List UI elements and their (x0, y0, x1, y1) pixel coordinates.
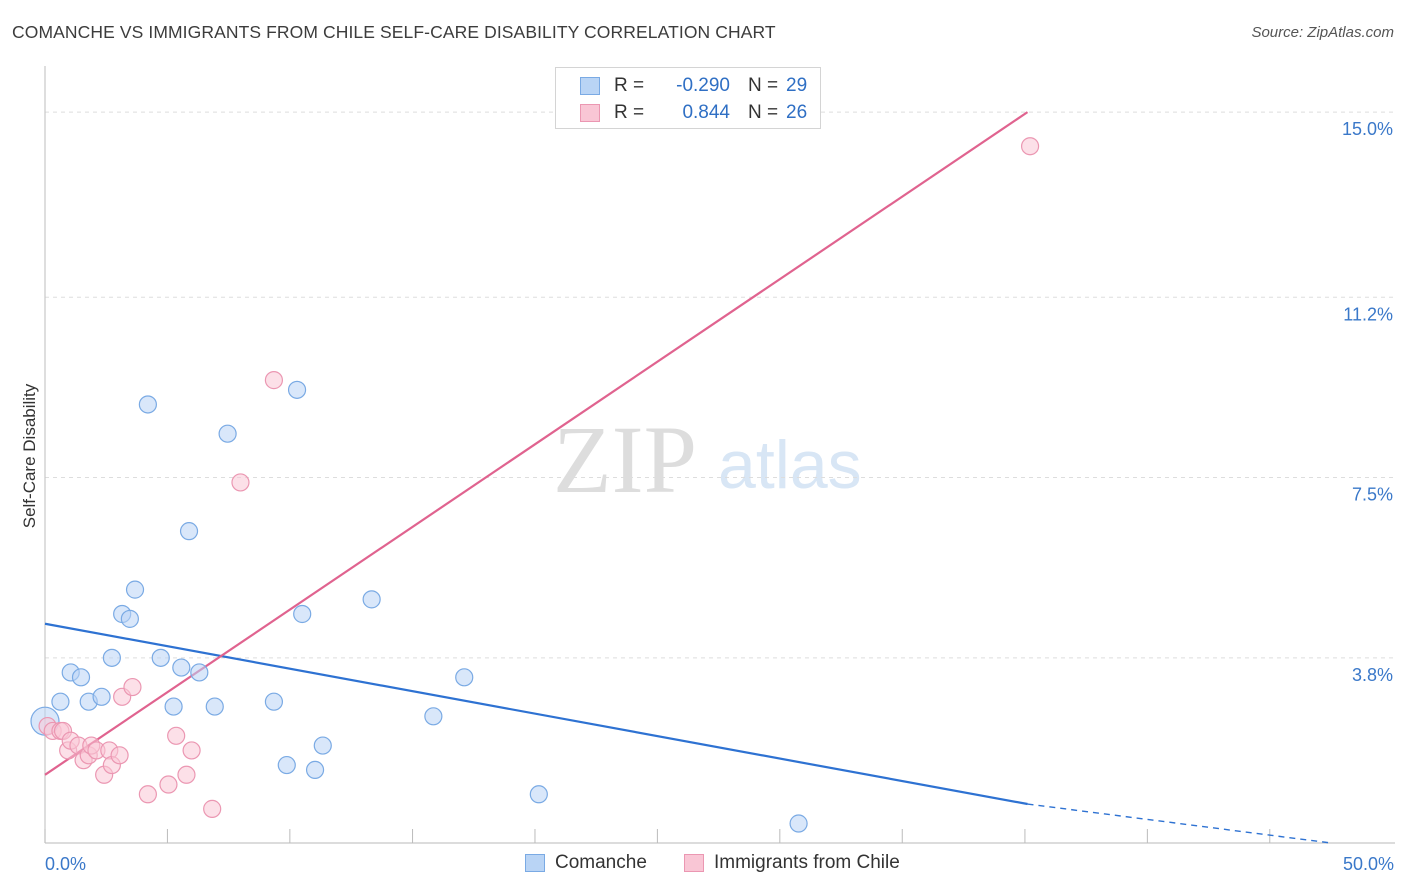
comanche-point (455, 668, 474, 687)
chile-point (159, 775, 178, 794)
comanche-point (264, 692, 284, 711)
comanche-point (179, 522, 199, 541)
comanche-point (102, 648, 121, 667)
comanche-trend-line (44, 622, 1028, 806)
tick-labels: 3.8% 7.5% 11.2% 15.0% 0.0% 50.0% (45, 119, 1394, 874)
comanche-point (362, 590, 381, 609)
comanche-point (190, 663, 209, 682)
x-tick-label: 0.0% (45, 854, 86, 874)
watermark-atlas: atlas (718, 427, 862, 503)
legend-swatch-chile (580, 104, 600, 122)
legend-r-value: 0.844 (682, 102, 730, 123)
comanche-point (205, 697, 224, 716)
chile-point (167, 726, 186, 745)
comanche-point (313, 736, 332, 755)
chile-point (203, 799, 222, 818)
chile-point (110, 746, 129, 765)
comanche-point (125, 580, 145, 599)
comanche-point (120, 609, 139, 628)
series-legend-comanche[interactable]: Comanche (525, 852, 647, 874)
comanche-point (172, 658, 191, 677)
comanche-point (287, 380, 307, 399)
series-name-chile: Immigrants from Chile (714, 852, 900, 873)
comanche-point (789, 814, 808, 833)
legend-r-label: R = (614, 102, 645, 123)
series-legend: Comanche Immigrants from Chile (0, 852, 1406, 876)
chile-trend-line (44, 111, 1029, 776)
comanche-point (138, 395, 157, 414)
legend-row-chile: R = 0.844 N = 26 (580, 101, 807, 125)
series-swatch-chile (684, 854, 704, 872)
series-legend-chile[interactable]: Immigrants from Chile (684, 852, 900, 874)
chart-source: Source: ZipAtlas.com (1251, 24, 1394, 41)
comanche-point (92, 687, 111, 706)
chile-point (123, 677, 142, 697)
y-tick-label: 7.5% (1352, 485, 1393, 505)
y-tick-label: 15.0% (1342, 119, 1393, 139)
comanche-trend-extension (1027, 803, 1332, 844)
chile-point (182, 741, 201, 760)
legend-n-label: N = (748, 102, 779, 123)
series-name-comanche: Comanche (555, 852, 647, 873)
x-tick-label: 50.0% (1343, 854, 1394, 874)
comanche-point (51, 692, 70, 711)
comanche-point (277, 755, 296, 775)
chile-point (138, 785, 157, 804)
comanche-point (424, 707, 443, 726)
legend-n-value: 26 (786, 102, 808, 123)
trend-lines (44, 111, 1332, 844)
chile-point (177, 765, 196, 784)
legend-r-label: R = (614, 75, 645, 96)
watermark-zip: ZIP (553, 406, 697, 513)
comanche-point (218, 424, 237, 443)
series-swatch-comanche (525, 854, 545, 872)
chile-point (1020, 137, 1040, 156)
chile-point (264, 371, 284, 390)
chile-point (231, 473, 250, 492)
legend-r-value: -0.290 (676, 75, 730, 96)
legend-swatch-comanche (580, 77, 600, 95)
comanche-point (305, 760, 325, 780)
comanche-point (151, 648, 170, 667)
comanche-point (71, 668, 91, 687)
watermark: ZIP atlas (553, 406, 862, 513)
comanche-point (529, 785, 548, 804)
y-tick-label: 11.2% (1343, 304, 1393, 324)
legend-n-label: N = (748, 75, 779, 96)
y-tick-label: 3.8% (1352, 665, 1393, 685)
comanche-point (293, 604, 312, 624)
correlation-legend: R = -0.290 N = 29 R = 0.844 N = 26 (555, 67, 821, 129)
chart-title: COMANCHE VS IMMIGRANTS FROM CHILE SELF-C… (12, 22, 776, 42)
grid-lines (45, 111, 1395, 659)
comanche-point (164, 697, 183, 716)
y-axis-title: Self-Care Disability (20, 383, 39, 528)
data-points (30, 137, 1040, 833)
legend-row-comanche: R = -0.290 N = 29 (580, 74, 807, 98)
legend-n-value: 29 (786, 75, 808, 96)
